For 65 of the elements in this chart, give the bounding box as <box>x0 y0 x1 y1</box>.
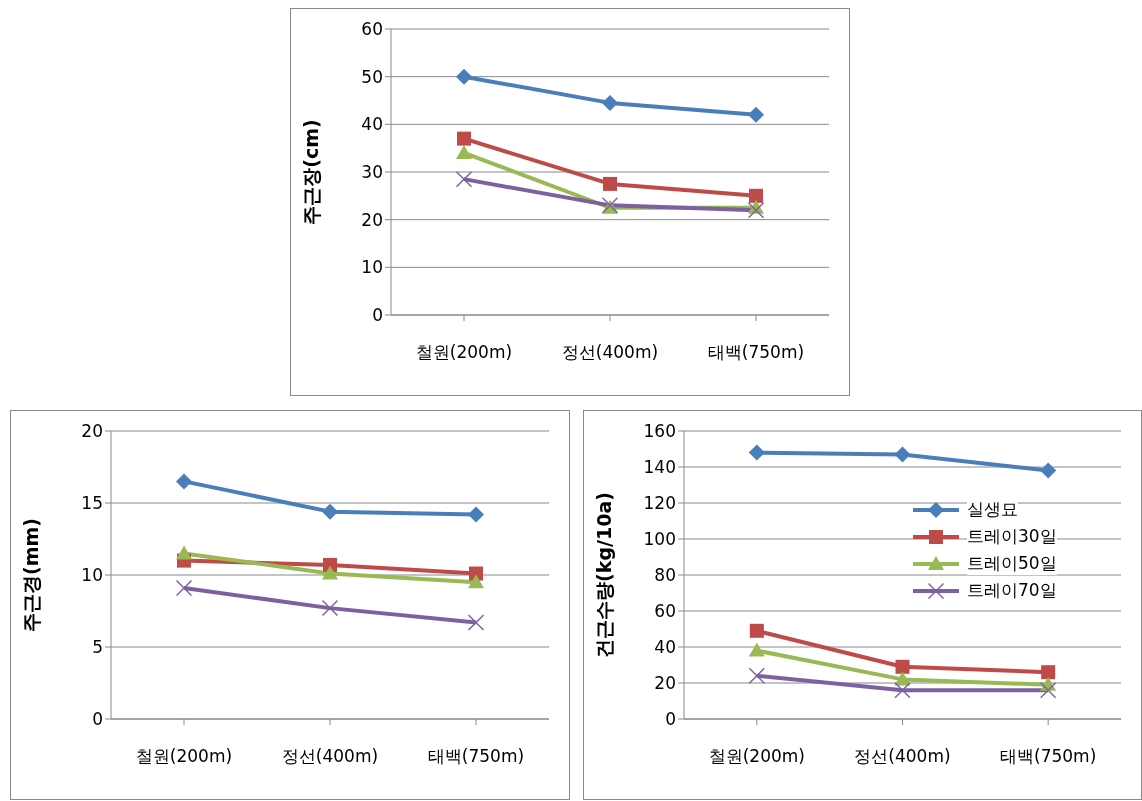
point <box>895 659 910 674</box>
y-tick-label: 100 <box>643 529 676 550</box>
y-tick-label: 20 <box>361 209 383 230</box>
y-tick-label: 20 <box>81 421 103 442</box>
point <box>468 506 484 523</box>
y-tick-label: 80 <box>654 565 676 586</box>
y-tick-label: 5 <box>92 637 103 658</box>
point <box>749 623 764 638</box>
y-tick-label: 40 <box>361 114 383 135</box>
y-tick-label: 160 <box>643 421 676 442</box>
x-tick-label: 철원(200m) <box>135 746 233 767</box>
point <box>468 574 484 589</box>
point <box>748 642 765 657</box>
point <box>457 131 471 146</box>
point <box>456 144 472 159</box>
y-tick-label: 10 <box>361 257 383 278</box>
point <box>603 176 617 191</box>
point <box>176 545 192 560</box>
legend-label: 실생묘 <box>967 498 1018 521</box>
point <box>894 682 911 699</box>
y-axis-title: 건근수량(kg/10a) <box>592 492 615 658</box>
y-tick-label: 20 <box>654 673 676 694</box>
y-tick-label: 0 <box>665 709 676 730</box>
y-axis-title: 주근장(cm) <box>299 119 322 225</box>
point <box>1040 682 1057 699</box>
point <box>456 171 472 188</box>
point <box>176 473 192 490</box>
x-tick-label: 태백(750m) <box>427 746 525 767</box>
y-tick-label: 60 <box>654 601 676 622</box>
point <box>322 600 338 617</box>
point <box>322 503 338 520</box>
point <box>1041 665 1056 680</box>
y-tick-label: 0 <box>92 709 103 730</box>
y-tick-label: 60 <box>361 19 383 40</box>
y-tick-label: 0 <box>372 305 383 326</box>
x-tick-label: 정선(400m) <box>281 746 379 767</box>
point <box>456 68 472 85</box>
y-tick-label: 15 <box>81 493 103 514</box>
point <box>468 614 484 631</box>
legend-label: 트레이30일 <box>967 525 1057 548</box>
x-tick-label: 태백(750m) <box>1000 746 1097 767</box>
y-tick-label: 10 <box>81 565 103 586</box>
y-tick-label: 140 <box>643 457 676 478</box>
legend-label: 트레이70일 <box>967 579 1057 602</box>
point <box>176 579 192 596</box>
y-tick-label: 50 <box>361 66 383 87</box>
point <box>748 667 765 684</box>
y-tick-label: 40 <box>654 637 676 658</box>
x-tick-label: 철원(200m) <box>708 746 805 767</box>
point <box>749 188 763 203</box>
x-tick-label: 태백(750m) <box>707 342 805 363</box>
y-axis-title: 주근경(mm) <box>19 518 42 632</box>
x-tick-label: 정선(400m) <box>561 342 659 363</box>
point <box>748 106 764 123</box>
point <box>602 94 618 111</box>
x-tick-label: 철원(200m) <box>415 342 513 363</box>
y-tick-label: 120 <box>643 493 676 514</box>
legend-label: 트레이50일 <box>967 552 1057 575</box>
point <box>894 446 911 463</box>
y-tick-label: 30 <box>361 162 383 183</box>
point <box>748 202 764 219</box>
point <box>748 444 765 461</box>
x-tick-label: 정선(400m) <box>854 746 951 767</box>
point <box>1040 462 1057 479</box>
point <box>322 565 338 580</box>
